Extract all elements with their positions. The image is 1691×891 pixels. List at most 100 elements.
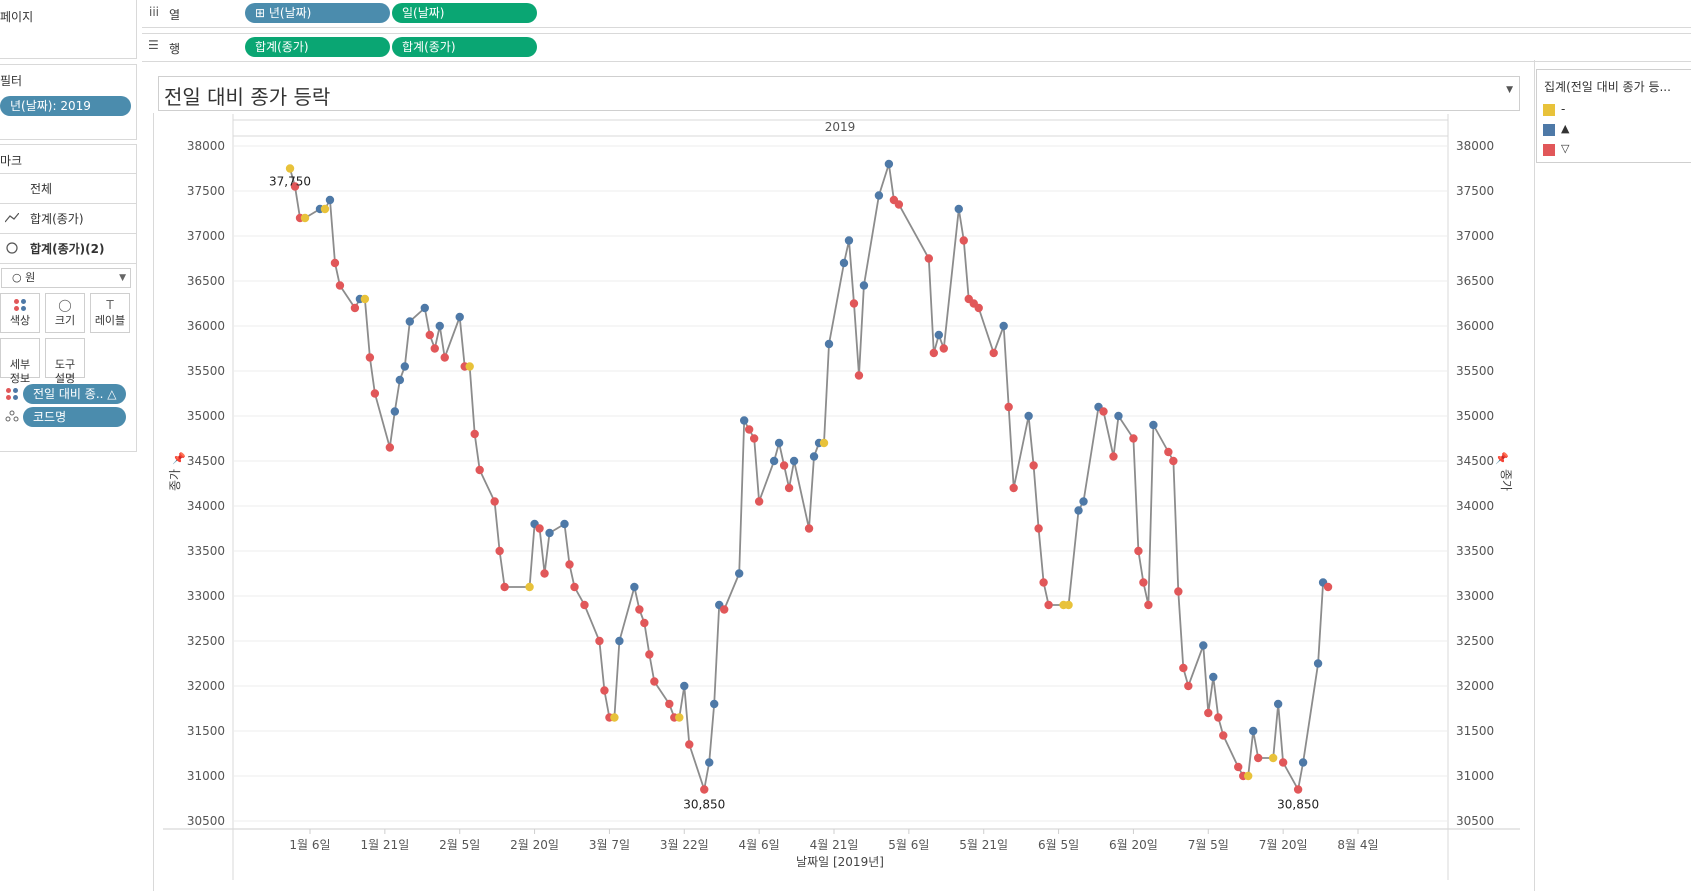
data-point[interactable] [1114, 411, 1123, 421]
data-point[interactable] [285, 164, 295, 173]
data-point[interactable] [1293, 785, 1303, 794]
data-point[interactable] [385, 443, 395, 452]
data-point[interactable] [744, 425, 754, 434]
data-point[interactable] [874, 191, 884, 200]
data-point[interactable] [1209, 672, 1218, 682]
pages-shelf[interactable]: 페이지 [0, 0, 137, 59]
data-point[interactable] [1109, 452, 1118, 461]
marks-item-line[interactable]: 합계(종가) [0, 204, 136, 233]
data-point[interactable] [705, 758, 714, 767]
data-point[interactable] [720, 605, 729, 614]
data-point[interactable] [675, 713, 684, 722]
data-point[interactable] [839, 258, 849, 268]
data-point[interactable] [1214, 713, 1223, 722]
data-point[interactable] [615, 636, 624, 646]
data-point[interactable] [595, 636, 604, 646]
data-point[interactable] [1179, 663, 1188, 673]
data-point[interactable] [1249, 726, 1258, 736]
data-point[interactable] [1298, 758, 1308, 767]
data-point[interactable] [290, 182, 300, 191]
data-point[interactable] [525, 582, 534, 592]
detail-pill[interactable]: 코드명 [23, 407, 126, 427]
rows-shelf[interactable]: ☰ 행 합계(종가) 합계(종가) [142, 33, 1691, 62]
data-point[interactable] [1024, 411, 1033, 421]
data-point[interactable] [650, 677, 659, 686]
data-point[interactable] [1034, 524, 1043, 533]
data-point[interactable] [495, 546, 504, 556]
data-point[interactable] [640, 618, 649, 628]
data-point[interactable] [809, 452, 819, 461]
data-point[interactable] [824, 339, 834, 349]
data-point[interactable] [849, 299, 859, 308]
data-point[interactable] [455, 312, 464, 322]
data-point[interactable] [475, 465, 484, 475]
data-point[interactable] [665, 699, 674, 709]
data-point[interactable] [1134, 546, 1143, 556]
data-point[interactable] [934, 330, 943, 340]
data-point[interactable] [854, 371, 864, 380]
data-point[interactable] [1009, 483, 1018, 493]
data-point[interactable] [1074, 506, 1083, 515]
data-point[interactable] [470, 429, 479, 439]
data-point[interactable] [749, 434, 759, 443]
detail-button[interactable]: 세부 정보 [0, 338, 40, 385]
column-pill-day[interactable]: 일(날짜) [392, 3, 537, 23]
data-point[interactable] [959, 236, 968, 245]
data-point[interactable] [1313, 659, 1323, 668]
data-point[interactable] [565, 560, 574, 569]
data-point[interactable] [535, 524, 544, 533]
data-point[interactable] [774, 438, 784, 448]
data-point[interactable] [405, 317, 415, 326]
data-point[interactable] [1268, 753, 1278, 763]
data-point[interactable] [420, 303, 429, 313]
data-point[interactable] [1029, 461, 1038, 470]
data-point[interactable] [1174, 587, 1183, 596]
data-point[interactable] [685, 740, 694, 749]
data-point[interactable] [884, 159, 894, 169]
color-pill[interactable]: 전일 대비 종.. △ [23, 384, 126, 404]
data-point[interactable] [560, 519, 569, 529]
data-point[interactable] [1099, 407, 1108, 416]
data-point[interactable] [1323, 582, 1333, 592]
data-point[interactable] [894, 200, 904, 209]
data-point[interactable] [1169, 456, 1178, 466]
data-point[interactable] [1253, 753, 1263, 763]
tooltip-button[interactable]: 도구 설명 [45, 338, 85, 385]
columns-shelf[interactable]: iii 열 ⊞ 년(날짜) 일(날짜) [142, 0, 1691, 28]
data-point[interactable] [769, 456, 779, 466]
data-point[interactable] [490, 497, 499, 506]
data-point[interactable] [1144, 600, 1153, 610]
row-pill-close-1[interactable]: 합계(종가) [245, 37, 390, 57]
data-point[interactable] [400, 362, 410, 371]
data-point[interactable] [819, 438, 829, 448]
data-point[interactable] [844, 236, 854, 245]
data-point[interactable] [335, 281, 345, 290]
data-point[interactable] [1129, 434, 1138, 443]
data-point[interactable] [784, 483, 794, 493]
column-pill-year[interactable]: ⊞ 년(날짜) [245, 3, 390, 23]
data-point[interactable] [1079, 497, 1088, 506]
data-point[interactable] [1219, 731, 1228, 740]
data-point[interactable] [1044, 600, 1053, 610]
data-point[interactable] [300, 213, 310, 223]
data-point[interactable] [1184, 681, 1193, 691]
legend-item-flat[interactable]: - [1543, 102, 1683, 118]
sheet-title-box[interactable]: 전일 대비 종가 등락 ▼ [158, 76, 1520, 111]
data-point[interactable] [734, 569, 744, 578]
data-point[interactable] [465, 362, 474, 371]
data-point[interactable] [365, 353, 375, 362]
data-point[interactable] [390, 407, 400, 416]
data-point[interactable] [645, 650, 654, 659]
data-point[interactable] [1273, 699, 1283, 709]
marks-item-circle[interactable]: 합계(종가)(2) [0, 234, 136, 263]
data-point[interactable] [1149, 420, 1158, 430]
data-point[interactable] [360, 294, 370, 304]
data-point[interactable] [320, 204, 330, 214]
data-point[interactable] [1039, 578, 1048, 587]
data-point[interactable] [395, 375, 405, 385]
data-point[interactable] [739, 416, 749, 425]
color-button[interactable]: 색상 [0, 293, 40, 333]
data-point[interactable] [325, 195, 335, 205]
data-point[interactable] [999, 321, 1008, 331]
filter-pill-year[interactable]: 년(날짜): 2019 [0, 96, 131, 116]
